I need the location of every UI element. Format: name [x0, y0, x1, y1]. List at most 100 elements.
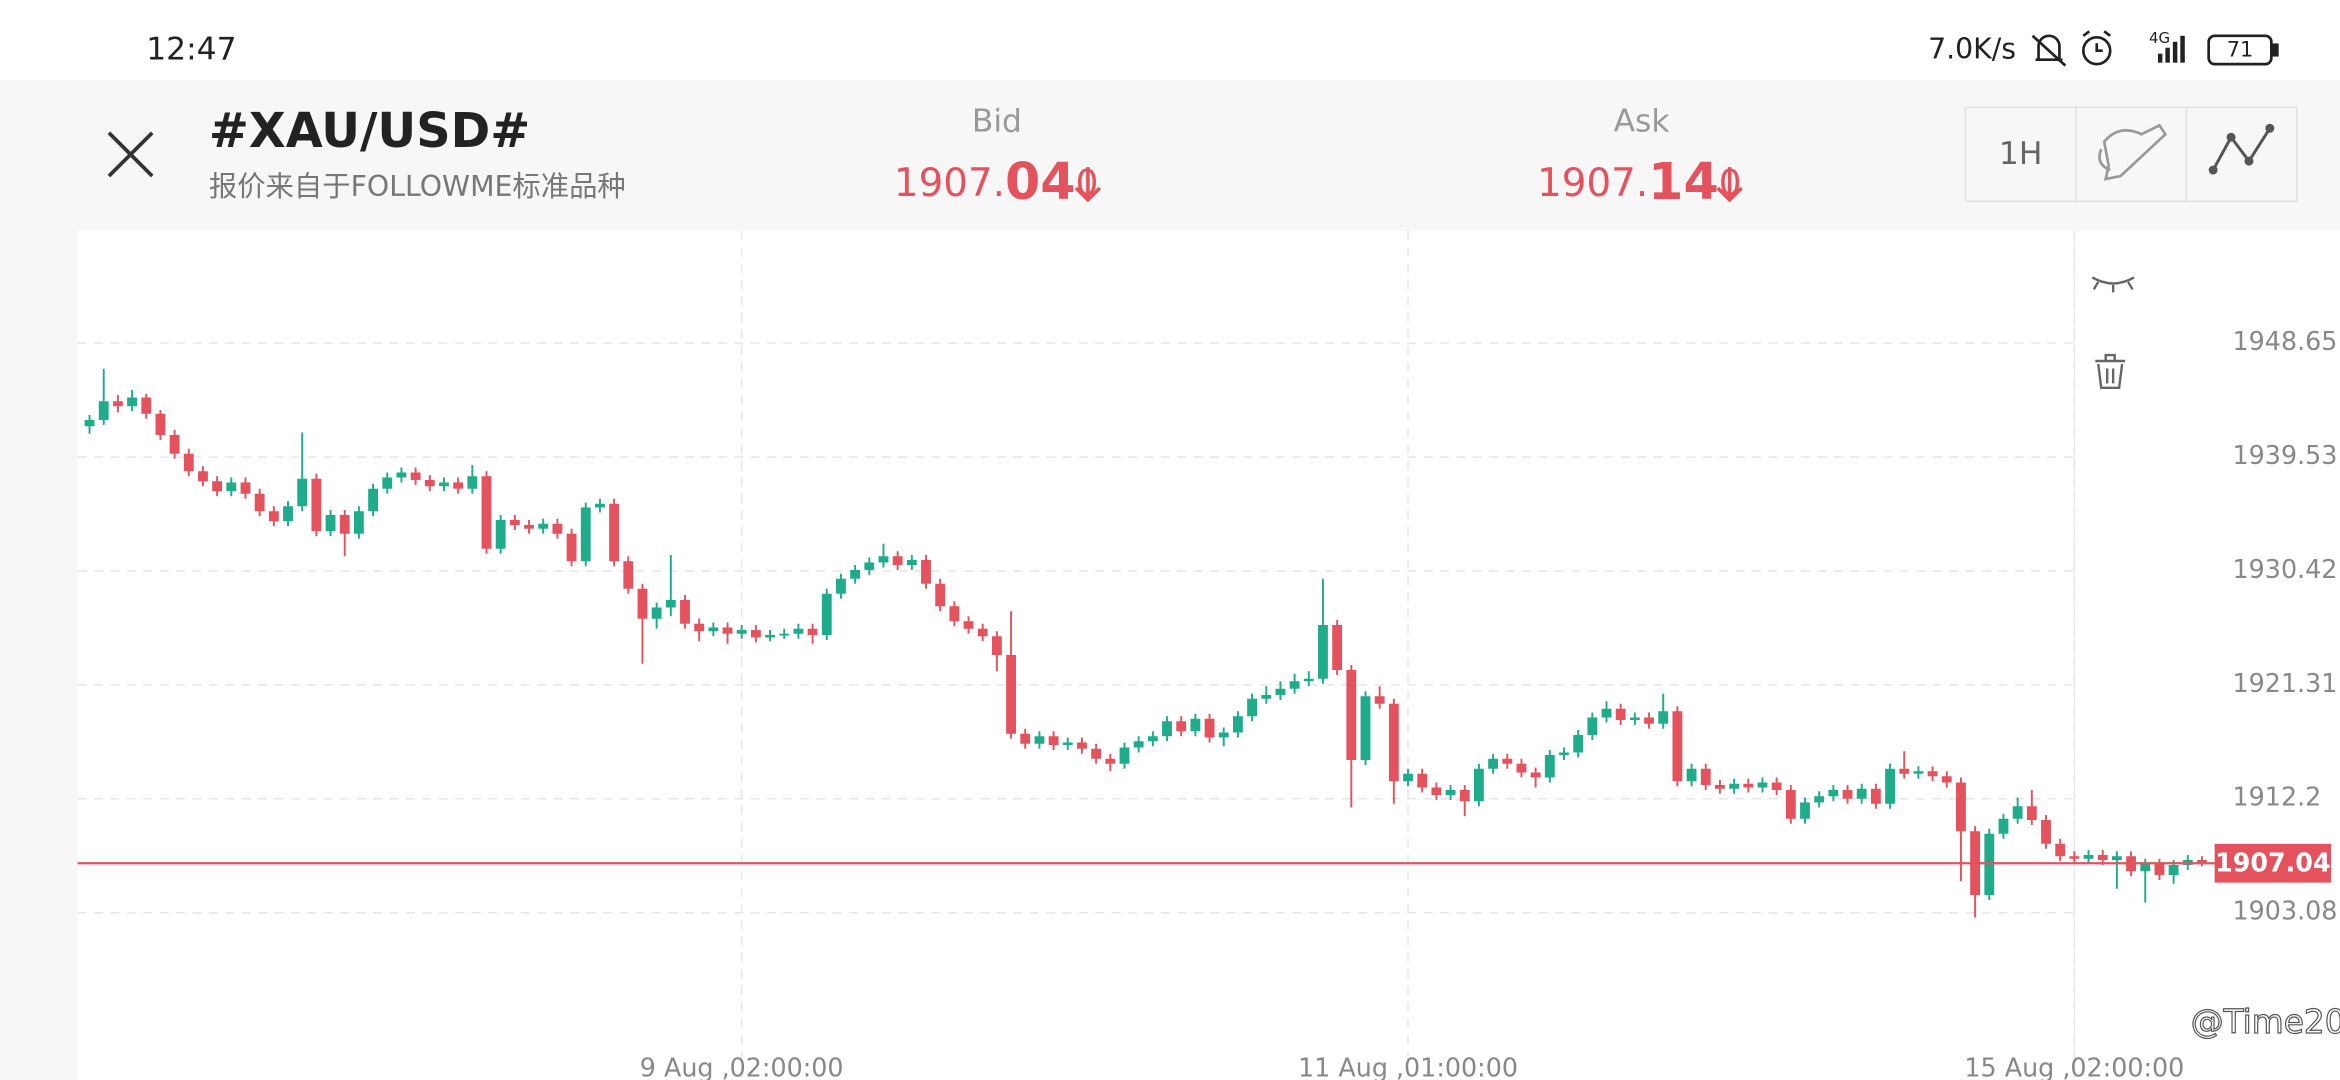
timeframe-button[interactable]: 1H — [1999, 136, 2043, 172]
candle-body — [268, 511, 279, 522]
indicator-button[interactable] — [2211, 127, 2272, 171]
candle-body — [127, 397, 137, 407]
candle-body — [1559, 752, 1569, 755]
ask-price-int: 1907. — [1537, 160, 1648, 205]
last-price-label: 1907.04 — [2215, 848, 2331, 878]
y-tick-label: 1903.08 — [2233, 896, 2338, 926]
candle-body — [1488, 758, 1499, 769]
candle-body — [1232, 716, 1243, 733]
candle-body — [1062, 742, 1073, 745]
candle-body — [779, 633, 790, 636]
candle-body — [212, 481, 223, 492]
candle-body — [1048, 736, 1059, 745]
candle-body — [680, 599, 690, 624]
candle-body — [1445, 789, 1456, 795]
candle-body — [410, 472, 421, 480]
last-price-tag — [2214, 843, 2332, 883]
status-time: 12:47 — [146, 32, 236, 68]
candle-body — [1998, 818, 2009, 834]
y-tick-label: 1912.2 — [2233, 782, 2322, 812]
candle-body — [609, 503, 620, 562]
candle-body — [1303, 678, 1314, 682]
candle-body — [2083, 854, 2094, 859]
candle-body — [1218, 732, 1229, 738]
left-margin — [0, 231, 78, 1080]
candle-body — [594, 503, 605, 508]
candle-body — [1644, 717, 1654, 724]
candle-body — [353, 511, 364, 534]
candle-body — [1204, 718, 1215, 738]
candle-body — [339, 514, 350, 534]
y-tick-label: 1921.31 — [2233, 668, 2338, 698]
candle-body — [1842, 789, 1853, 799]
candle-body — [467, 476, 478, 489]
candle-body — [1587, 717, 1598, 735]
delete-button[interactable] — [2095, 353, 2126, 390]
candle-body — [240, 482, 251, 494]
candle-body — [921, 559, 931, 584]
candle-body — [2041, 819, 2051, 844]
candle-body — [807, 628, 818, 635]
candle-body — [1176, 721, 1187, 732]
y-tick-label: 1948.65 — [2233, 326, 2338, 356]
candle-body — [765, 634, 775, 638]
candle-body — [1672, 711, 1683, 782]
header-bar — [0, 80, 2340, 232]
symbol: #XAU/USD# — [209, 104, 530, 159]
candle-body — [538, 523, 549, 529]
toolbar: 1H — [1964, 106, 2298, 203]
candle-body — [1984, 833, 1995, 895]
candle-body — [665, 599, 676, 608]
candle-body — [736, 629, 747, 634]
bid-price-int: 1907. — [894, 160, 1005, 205]
candle-body — [580, 507, 591, 562]
candle-body — [963, 621, 974, 629]
candle-body — [821, 593, 832, 635]
draw-tool-button[interactable] — [2098, 123, 2168, 181]
candle-body — [1190, 718, 1201, 732]
close-button[interactable] — [107, 131, 154, 178]
candle-body — [566, 533, 577, 562]
bid-price: 1907.040 — [894, 152, 1098, 211]
candle-body — [1757, 782, 1768, 788]
candle-body — [84, 419, 95, 427]
candle-body — [1502, 758, 1513, 764]
plot: 1903.08 1912.2 1921.31 1930.42 1939.53 1948.6… — [77, 231, 2338, 1080]
hide-button[interactable] — [2091, 276, 2135, 293]
candle-body — [2069, 856, 2080, 859]
candle-body — [396, 472, 407, 478]
candle-body — [198, 471, 208, 482]
ask-price: 1907.140 — [1537, 152, 1741, 211]
candle-body — [892, 556, 903, 565]
candle-body — [481, 476, 492, 549]
candle-body — [1077, 742, 1087, 749]
candle-body — [283, 506, 293, 522]
candle-body — [906, 559, 917, 565]
bid-arrow — [1074, 167, 1102, 203]
candle-body — [325, 514, 336, 532]
candle-body — [1162, 721, 1172, 737]
candle-body — [1346, 669, 1357, 760]
candle-body — [1615, 708, 1626, 720]
ask-label: Ask — [1614, 103, 1671, 139]
candle-body — [1006, 654, 1016, 734]
candle-body — [1530, 772, 1541, 778]
candle-body — [1360, 696, 1371, 760]
candle-body — [552, 523, 563, 534]
candle-body — [1573, 734, 1584, 753]
candle-body — [2111, 856, 2122, 860]
candle-body — [1771, 782, 1782, 790]
candle-body — [1927, 771, 1938, 777]
candle-body — [2097, 854, 2108, 860]
candle-body — [1715, 784, 1725, 789]
bid-label: Bid — [972, 103, 1022, 139]
candle-body — [1658, 711, 1669, 724]
candle-body — [637, 588, 648, 619]
candle-body — [155, 413, 166, 435]
candle-body — [1856, 788, 1867, 799]
x-tick-label: 15 Aug ,02:00:00 — [1964, 1053, 2184, 1080]
status-network: 4G — [2149, 29, 2170, 47]
candle-body — [1332, 624, 1343, 670]
candle-body — [750, 629, 761, 638]
